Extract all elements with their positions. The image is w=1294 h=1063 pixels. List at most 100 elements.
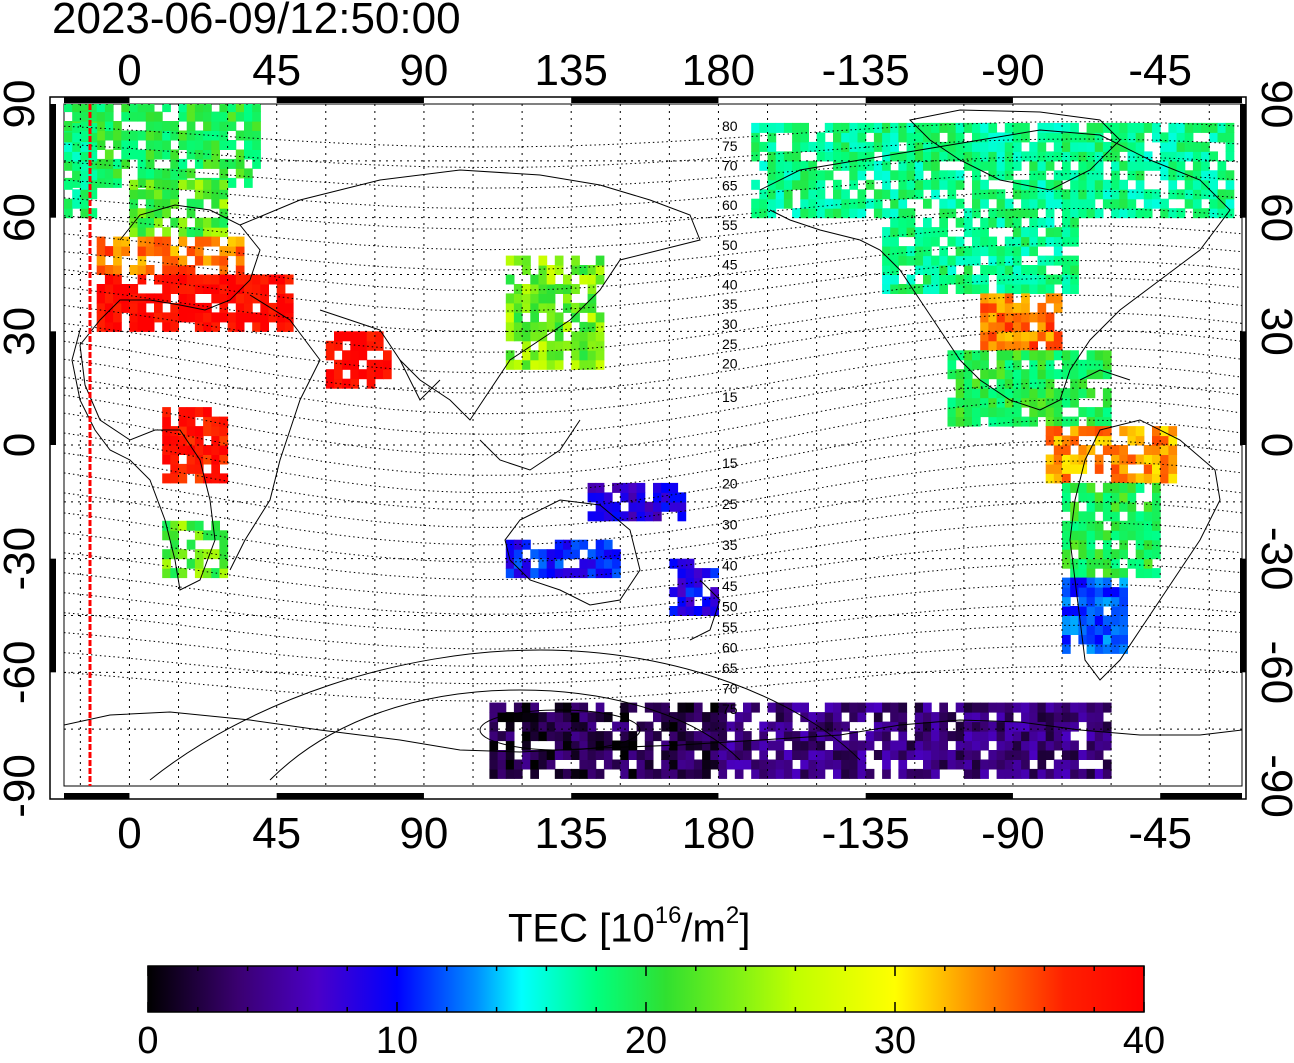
tec-cell: [1004, 712, 1014, 723]
tec-cell: [955, 170, 965, 181]
tec-cell: [219, 104, 229, 113]
tec-cell: [702, 740, 711, 751]
tec-cell: [1127, 454, 1137, 465]
tec-cell: [1004, 236, 1014, 247]
tec-cell: [1012, 331, 1022, 342]
tec-cell: [914, 768, 924, 779]
axis-segment: [1160, 97, 1242, 103]
tec-cell: [235, 284, 245, 294]
tec-cell: [996, 759, 1006, 770]
tec-cell: [162, 130, 171, 141]
tec-cell: [530, 274, 539, 285]
tec-cell: [792, 179, 801, 190]
tec-cell: [882, 284, 891, 294]
magnetic-latitude-contour: [64, 207, 1242, 251]
tec-cell: [530, 293, 539, 304]
tec-cell: [963, 141, 973, 152]
tec-cell: [1119, 568, 1128, 579]
tec-cell: [571, 549, 580, 560]
tec-cell: [955, 179, 965, 190]
tec-cell: [587, 331, 597, 342]
tec-cell: [1078, 568, 1088, 579]
tec-cell: [1086, 141, 1096, 152]
tec-cell: [1086, 208, 1096, 219]
tec-cell: [1127, 141, 1137, 152]
tec-cell: [80, 189, 90, 200]
tec-cell: [219, 189, 229, 200]
tec-cell: [865, 768, 875, 779]
tec-cell: [154, 149, 163, 160]
tec-cell: [677, 606, 687, 616]
tec-cell: [1004, 721, 1014, 732]
tec-cell: [759, 721, 768, 732]
tec-cell: [1094, 596, 1104, 607]
tec-cell: [219, 246, 229, 257]
tec-cell: [1037, 750, 1047, 760]
tec-cell: [914, 236, 924, 247]
tec-cell: [497, 731, 507, 742]
tec-cell: [882, 141, 891, 152]
tec-cell: [162, 121, 171, 131]
tec-cell: [931, 236, 940, 247]
coastlines: [64, 109, 1242, 753]
tec-cell: [194, 149, 204, 160]
tec-cell: [947, 759, 957, 770]
tec-cell: [890, 265, 899, 275]
tec-cell: [1037, 768, 1047, 779]
tec-cell: [914, 750, 924, 760]
tec-cell: [1119, 160, 1128, 171]
tec-cell: [1102, 141, 1112, 152]
tec-cell: [1201, 170, 1210, 181]
tec-cell: [1045, 350, 1055, 361]
tec-cell: [661, 712, 670, 723]
tec-cell: [186, 520, 196, 531]
tec-cell: [1102, 435, 1112, 446]
tec-cell: [1070, 587, 1079, 598]
tec-cell: [194, 530, 204, 541]
tec-cell: [1078, 388, 1088, 399]
tec-cell: [137, 274, 147, 285]
tec-cell: [154, 130, 163, 141]
tec-cell: [104, 121, 114, 131]
tec-cell: [1152, 511, 1161, 522]
tec-cell: [96, 140, 106, 150]
tec-cell: [1070, 463, 1079, 474]
tec-cell: [628, 731, 638, 742]
tec-cell: [121, 104, 130, 113]
tec-cell: [1078, 170, 1088, 181]
tec-cell: [350, 369, 359, 380]
tec-cell: [194, 435, 204, 446]
tec-cell: [1086, 750, 1096, 760]
tec-cell: [996, 407, 1006, 418]
tec-cell: [996, 768, 1006, 779]
tec-cell: [244, 140, 253, 150]
tec-cell: [1192, 208, 1202, 219]
tec-cell: [145, 227, 155, 238]
tec-cell: [595, 568, 605, 579]
tec-cell: [227, 236, 237, 247]
tec-cell: [563, 568, 572, 579]
tec-cell: [513, 255, 523, 266]
tec-cell: [252, 140, 261, 150]
tec-cell: [219, 274, 229, 285]
tec-cell: [505, 558, 515, 569]
tec-cell: [972, 122, 981, 133]
tec-cell: [137, 236, 147, 247]
tec-cell: [113, 265, 122, 275]
tec-cell: [203, 284, 212, 294]
tec-cell: [988, 122, 998, 133]
tec-cell: [522, 350, 531, 361]
tec-cell: [1111, 615, 1120, 626]
tec-cell: [1029, 274, 1038, 285]
tec-cell: [661, 768, 670, 779]
tec-cell: [154, 293, 163, 304]
tec-cell: [988, 246, 998, 257]
tec-cell: [121, 149, 130, 160]
tec-cell: [1053, 331, 1063, 342]
axis-segment: [865, 793, 1013, 799]
magnetic-latitude-contour: [64, 173, 1242, 210]
tec-cell: [244, 130, 253, 141]
tec-cell: [1045, 416, 1055, 427]
tec-cell: [849, 750, 858, 760]
tec-cell: [194, 236, 204, 247]
